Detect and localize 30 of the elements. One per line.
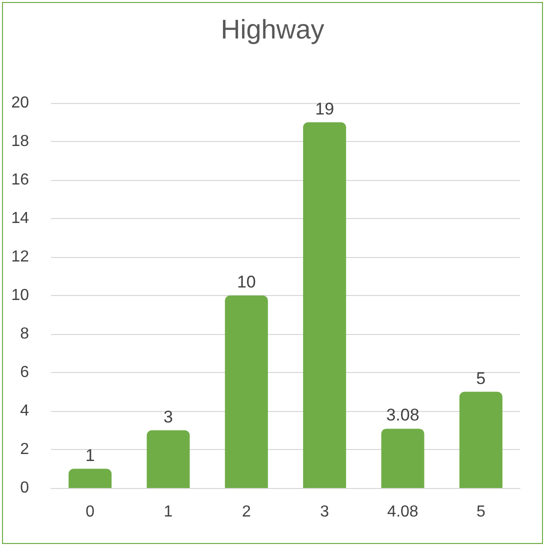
y-tick-label: 2 (20, 441, 30, 458)
x-tick-label: 3 (320, 504, 330, 520)
x-tick-label: 2 (242, 504, 251, 520)
bar (381, 428, 424, 488)
data-label: 5 (476, 368, 486, 388)
x-tick-label: 0 (86, 504, 95, 520)
bar (146, 430, 190, 488)
x-tick-label: 4.08 (387, 504, 418, 520)
y-tick-label: 6 (20, 364, 30, 381)
data-label: 10 (236, 272, 256, 292)
y-tick-label: 8 (20, 326, 30, 342)
x-tick-label: 1 (164, 504, 173, 520)
data-label: 3.08 (386, 406, 420, 425)
data-label: 19 (315, 99, 334, 118)
chart-title: Highway (220, 14, 325, 44)
y-tick-label: 16 (11, 172, 30, 188)
bar (303, 122, 346, 488)
y-tick-label: 0 (20, 480, 30, 496)
data-label: 1 (85, 446, 95, 465)
bar (459, 392, 502, 488)
y-tick-label: 18 (11, 133, 30, 150)
data-label: 3 (164, 407, 173, 426)
y-tick-label: 4 (20, 402, 30, 420)
bar (224, 296, 268, 488)
bar (68, 468, 112, 488)
y-tick-label: 14 (11, 210, 30, 227)
y-tick-label: 20 (11, 94, 30, 112)
y-tick-label: 10 (11, 287, 30, 304)
x-tick-label: 5 (476, 504, 486, 520)
y-tick-label: 12 (11, 248, 30, 266)
